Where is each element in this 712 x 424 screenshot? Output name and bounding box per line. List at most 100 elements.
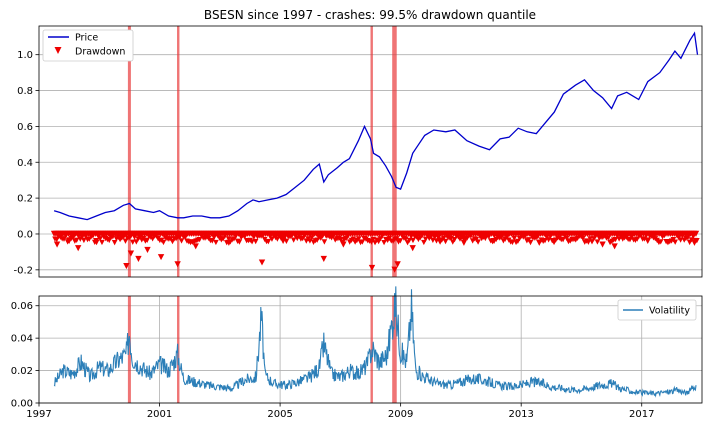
drawdown-marker: [167, 236, 174, 242]
drawdown-marker: [211, 234, 217, 241]
top-series: [50, 31, 700, 273]
drawdown-marker: [182, 234, 188, 241]
drawdown-marker: [340, 241, 347, 248]
drawdown-marker: [99, 239, 105, 246]
top-crash-bands: [127, 26, 397, 277]
drawdown-marker: [422, 236, 429, 242]
top-ytick-label: 0.0: [17, 229, 33, 240]
crash-band: [127, 296, 131, 403]
bottom-ytick-label: 0.06: [11, 301, 33, 312]
drawdown-marker: [359, 239, 366, 245]
price-line: [53, 31, 699, 221]
drawdown-marker: [196, 236, 203, 243]
drawdown-marker: [563, 235, 570, 242]
drawdown-marker: [672, 239, 678, 245]
drawdown-marker: [74, 245, 82, 252]
drawdown-marker: [127, 250, 135, 257]
drawdown-marker: [129, 239, 136, 245]
top-ytick-label: -0.2: [13, 265, 33, 276]
legend-volatility-label: Volatility: [649, 306, 690, 317]
drawdown-marker: [611, 243, 618, 250]
bottom-x-ticks: 1997 2001 2005 2009 2013 2017: [26, 403, 654, 420]
drawdown-marker: [252, 238, 259, 245]
drawdown-marker: [440, 235, 447, 242]
drawdown-marker: [435, 235, 442, 241]
crash-band: [177, 26, 180, 277]
top-ytick-label: 0.2: [17, 194, 33, 205]
volatility-panel: 0.00 0.02 0.04 0.06 1997 2001 2005 2009 2013 201…: [11, 286, 703, 420]
drawdown-marker: [135, 255, 142, 262]
drawdown-marker: [93, 237, 100, 245]
drawdown-marker: [527, 239, 534, 246]
top-y-ticks: -0.2 0.0 0.2 0.4 0.6 0.8 1.0: [13, 50, 39, 276]
drawdown-marker: [511, 235, 518, 242]
drawdown-marker: [265, 239, 272, 245]
drawdown-marker: [410, 237, 416, 244]
drawdown-marker: [157, 254, 165, 261]
bottom-y-ticks: 0.00 0.02 0.04 0.06: [11, 301, 39, 410]
top-legend: Price Drawdown: [42, 29, 134, 62]
drawdown-marker: [644, 237, 651, 245]
drawdown-marker: [442, 238, 449, 245]
crash-band: [370, 26, 373, 277]
drawdown-marker: [504, 234, 510, 240]
top-ytick-label: 1.0: [17, 50, 33, 61]
bottom-axes-frame: [38, 295, 703, 404]
drawdown-marker: [321, 239, 328, 245]
drawdown-marker: [409, 245, 416, 252]
drawdown-marker: [131, 234, 138, 240]
drawdown-marker: [612, 236, 619, 243]
drawdown-marker: [176, 234, 183, 240]
drawdown-marker: [490, 237, 498, 245]
drawdown-marker: [536, 239, 543, 246]
drawdown-marker: [144, 246, 151, 253]
drawdown-marker: [123, 263, 130, 270]
drawdown-marker: [79, 234, 85, 240]
drawdown-marker: [281, 235, 288, 241]
legend-box: [617, 299, 697, 321]
drawdown-marker: [685, 235, 691, 241]
drawdown-marker: [587, 236, 593, 242]
drawdown-marker: [111, 240, 118, 246]
chart-title: BSESN since 1997 - crashes: 99.5% drawdo…: [204, 8, 536, 22]
drawdown-marker: [391, 266, 398, 273]
bottom-xtick-label: 2001: [147, 409, 172, 420]
legend-price-label: Price: [75, 33, 98, 44]
top-ytick-label: 0.8: [17, 86, 33, 97]
drawdown-marker: [397, 238, 404, 244]
bottom-xtick-label: 2009: [388, 409, 413, 420]
drawdown-marker: [251, 234, 257, 240]
volatility-line: [53, 286, 697, 398]
bottom-xtick-label: 1997: [26, 409, 51, 420]
drawdown-marker: [599, 241, 606, 248]
bottom-series: [53, 286, 697, 398]
bottom-xtick-label: 2017: [629, 409, 654, 420]
price-drawdown-panel: -0.2 0.0 0.2 0.4 0.6 0.8 1.0 Price Drawdown: [13, 25, 703, 278]
drawdown-marker: [580, 235, 586, 241]
drawdown-marker: [160, 239, 167, 246]
drawdown-marker: [406, 237, 413, 244]
drawdown-marker: [73, 237, 80, 243]
drawdown-marker: [436, 237, 444, 245]
drawdown-marker: [525, 237, 532, 243]
bottom-ytick-label: 0.02: [11, 366, 33, 377]
drawdown-marker: [605, 235, 612, 241]
drawdown-marker: [97, 236, 103, 242]
drawdown-marker: [70, 235, 76, 241]
legend-drawdown-marker: [54, 47, 62, 54]
drawdown-marker: [144, 237, 150, 243]
drawdown-marker: [551, 237, 558, 245]
drawdown-marker: [249, 239, 255, 245]
top-ytick-label: 0.4: [17, 158, 33, 169]
drawdown-marker: [192, 243, 199, 250]
drawdown-marker: [368, 264, 376, 271]
bottom-xtick-label: 2013: [508, 409, 533, 420]
drawdown-marker: [81, 237, 87, 244]
drawdown-marker: [451, 237, 458, 243]
drawdown-marker: [394, 261, 401, 268]
drawdown-marker: [393, 236, 400, 242]
drawdown-marker: [65, 237, 73, 245]
crash-band: [392, 26, 397, 277]
drawdown-marker: [290, 237, 297, 243]
